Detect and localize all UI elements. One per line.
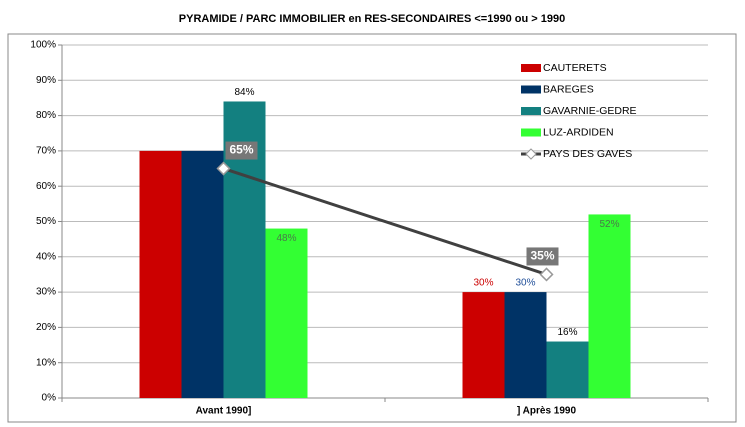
bar [265,228,308,398]
legend-label: PAYS DES GAVES [543,148,632,160]
y-tick-label: 40% [36,251,56,262]
data-label: 16% [557,327,577,338]
bar [588,214,631,398]
y-tick-label: 0% [42,393,57,404]
bar [546,341,589,398]
y-tick-label: 10% [36,357,56,368]
line-marker [216,161,231,176]
y-tick-label: 30% [36,287,56,298]
y-tick-label: 90% [36,75,56,86]
y-tick-label: 80% [36,110,56,121]
data-label: 84% [234,87,254,98]
x-tick-label: ] Après 1990 [517,406,577,417]
data-label: 52% [599,219,619,230]
bar [462,292,505,398]
legend-label: CAUTERETS [543,62,607,74]
y-tick-label: 70% [36,146,56,157]
legend-label: LUZ-ARDIDEN [543,126,614,138]
data-label: 30% [473,278,493,289]
data-label: 35% [530,249,554,263]
legend-label: GAVARNIE-GEDRE [543,105,637,117]
legend-swatch [521,107,541,115]
chart-title: PYRAMIDE / PARC IMMOBILIER en RES-SECOND… [179,13,565,25]
data-label-box [225,141,258,160]
data-label-box [526,247,559,266]
x-tick-label: Avant 1990] [196,406,252,417]
legend-label: BAREGES [543,83,594,95]
legend-swatch [521,85,541,94]
bar [181,150,224,398]
data-label: 30% [515,278,535,289]
y-tick-label: 50% [36,216,56,227]
y-tick-label: 100% [30,40,56,51]
legend-swatch [521,128,541,137]
data-label: 65% [229,143,253,157]
legend-marker [525,148,537,160]
line [223,167,547,276]
bar [504,292,547,398]
y-tick-label: 20% [36,322,56,333]
y-tick-label: 60% [36,181,56,192]
bar [139,150,182,398]
data-label: 48% [276,233,296,244]
legend-swatch [521,64,541,72]
line-marker [539,267,554,282]
